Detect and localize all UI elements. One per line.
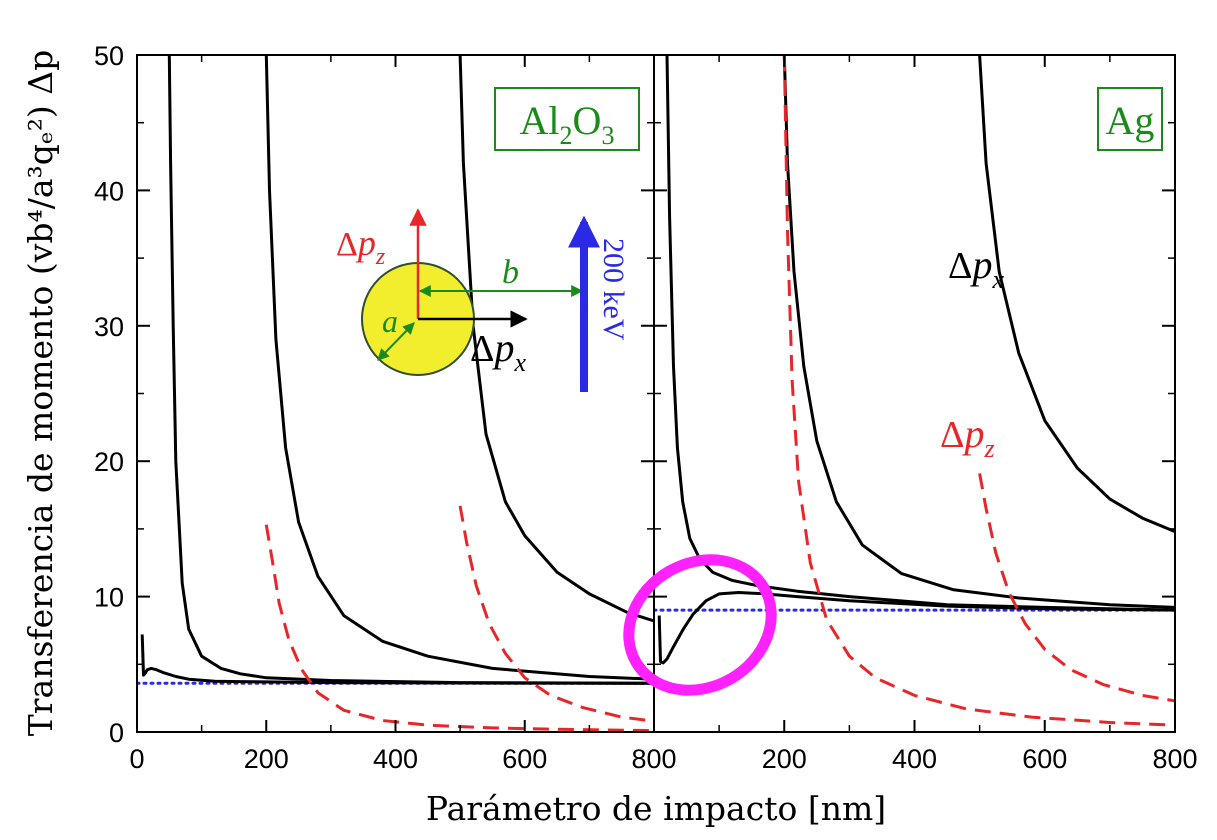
ag-x-tick-label-800: 800 (1152, 744, 1197, 774)
y-tick-label-20: 20 (94, 447, 124, 477)
ag-x-tick-label-400: 400 (892, 744, 937, 774)
al2o3-px-curve-3 (264, 55, 654, 681)
al2o3-x-tick-label-0: 0 (129, 744, 144, 774)
al2o3-pz-curve-6 (458, 505, 654, 723)
x-axis-title: Parámetro de impacto [nm] (426, 789, 886, 828)
al2o3-pz-curve-5 (264, 524, 654, 732)
highlight-ellipse (623, 554, 777, 696)
al2o3-px-curve-2 (167, 55, 654, 685)
geometry-inset: a b Δpz Δpx 200 keV (336, 208, 630, 392)
radius-arrow (377, 322, 415, 361)
y-tick-label-0: 0 (109, 718, 124, 748)
al2o3-x-tick-label-600: 600 (502, 744, 547, 774)
impact-parameter-label: b (502, 254, 519, 291)
beam-energy-label: 200 keV (597, 238, 630, 341)
ag-tag: Ag (1097, 87, 1163, 151)
ag-panel-series (654, 55, 1175, 727)
y-axis-title: Transferencia de momento (vb⁴/a³qₑ²) Δp (21, 50, 60, 737)
inset-px-label: Δpx (470, 325, 526, 377)
y-tick-label-50: 50 (94, 41, 124, 71)
ag-px-curve-3 (782, 55, 1175, 609)
ag-px-curve-2 (665, 55, 1175, 612)
y-tick-label-40: 40 (94, 176, 124, 206)
ag-px-curve-1 (657, 591, 1175, 665)
y-tick-label-10: 10 (94, 583, 124, 613)
radius-label: a (382, 303, 398, 339)
inset-pz-label: Δpz (336, 223, 386, 270)
ag-pz-curve-6 (978, 473, 1175, 703)
ag-px-label: Δpx (948, 242, 1004, 294)
ag-x-tick-label-200: 200 (762, 744, 807, 774)
axis-ticks: 0 200 400 600 800 200 400 600 800 0 10 20 30 40 50 (94, 41, 1198, 774)
ag-pz-label: Δpz (940, 411, 995, 463)
ag-tag-label: Ag (1106, 98, 1155, 143)
al2o3-tag: Al2O3 (494, 87, 640, 151)
al2o3-x-tick-label-200: 200 (244, 744, 289, 774)
ag-pz-curve-5 (782, 55, 1175, 727)
al2o3-px-curve-4 (458, 55, 654, 623)
ag-x-tick-label-600: 600 (1022, 744, 1067, 774)
y-tick-label-30: 30 (94, 312, 124, 342)
ag-px-curve-4 (978, 55, 1175, 533)
al2o3-panel-series (137, 55, 654, 732)
al2o3-x-tick-label-400: 400 (373, 744, 418, 774)
al2o3-x-tick-label-800: 800 (631, 744, 676, 774)
al2o3-tag-label: Al2O3 (520, 98, 615, 150)
